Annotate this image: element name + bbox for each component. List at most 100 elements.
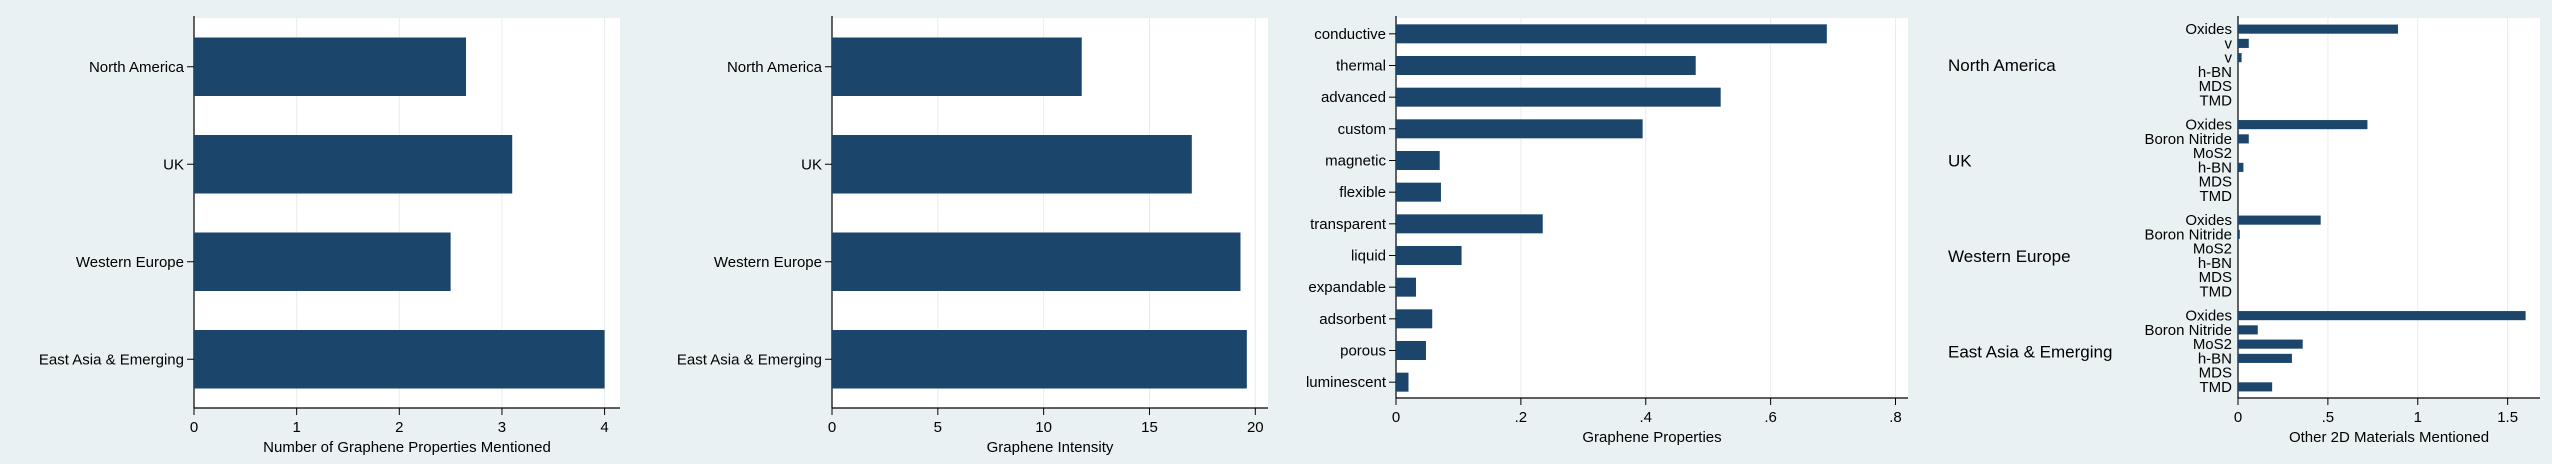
sub-category-label: v <box>2225 35 2233 52</box>
y-tick-label: UK <box>163 156 184 173</box>
y-tick-label: Western Europe <box>76 254 184 271</box>
sub-category-label: TMD <box>2200 188 2233 205</box>
bar <box>2238 311 2526 321</box>
bar <box>1396 119 1643 139</box>
bar <box>1396 372 1409 392</box>
bar <box>2238 53 2242 63</box>
y-tick-label: Western Europe <box>714 254 822 271</box>
group-label: North America <box>1948 56 2056 75</box>
y-tick-label: North America <box>89 59 185 76</box>
y-tick-label: expandable <box>1308 279 1386 296</box>
bar <box>1396 87 1721 107</box>
sub-category-label: v <box>2225 50 2233 67</box>
bar <box>194 37 467 96</box>
group-label: Western Europe <box>1948 247 2071 266</box>
x-axis-title: Other 2D Materials Mentioned <box>2289 429 2489 446</box>
bar <box>2238 229 2240 239</box>
bar <box>1396 151 1440 170</box>
bar <box>1396 341 1426 360</box>
sub-category-label: TMD <box>2200 92 2233 109</box>
bar <box>2238 134 2249 144</box>
group-label: East Asia & Emerging <box>1948 342 2112 361</box>
sub-category-label: Boron Nitride <box>2144 131 2232 148</box>
y-tick-label: East Asia & Emerging <box>677 351 822 368</box>
x-tick-label: 0 <box>1392 409 1400 426</box>
sub-category-label: MoS2 <box>2193 336 2232 353</box>
x-tick-label: .8 <box>1889 409 1902 426</box>
bar <box>2238 353 2292 363</box>
y-tick-label: custom <box>1338 121 1386 138</box>
y-tick-label: porous <box>1340 343 1386 360</box>
sub-category-label: MDS <box>2199 365 2232 382</box>
y-tick-label: conductive <box>1314 26 1386 43</box>
sub-category-label: MDS <box>2199 174 2232 191</box>
group-label: UK <box>1948 151 1972 170</box>
bar <box>1396 277 1416 297</box>
bar <box>1396 309 1433 329</box>
bar <box>2238 325 2258 335</box>
bar <box>832 232 1241 291</box>
x-axis-title: Number of Graphene Properties Mentioned <box>263 439 551 456</box>
y-tick-label: transparent <box>1310 216 1387 233</box>
sub-category-label: TMD <box>2200 283 2233 300</box>
y-tick-label: magnetic <box>1325 153 1386 170</box>
sub-category-label: Oxides <box>2185 308 2232 325</box>
sub-category-label: Oxides <box>2185 21 2232 38</box>
x-tick-label: 15 <box>1141 419 1158 436</box>
bar <box>1396 214 1543 234</box>
y-tick-label: thermal <box>1336 58 1386 75</box>
y-tick-label: North America <box>727 59 823 76</box>
x-tick-label: 5 <box>934 419 942 436</box>
y-tick-label: adsorbent <box>1319 311 1387 328</box>
x-tick-label: 2 <box>395 419 403 436</box>
y-tick-label: UK <box>801 156 822 173</box>
bar <box>1396 246 1462 265</box>
bar <box>2238 38 2249 48</box>
sub-category-label: h-BN <box>2198 159 2232 176</box>
sub-category-label: MDS <box>2199 269 2232 286</box>
x-tick-label: .5 <box>2322 409 2335 426</box>
x-tick-label: 3 <box>498 419 506 436</box>
x-tick-label: 4 <box>600 419 608 436</box>
bar <box>194 330 605 389</box>
bar <box>1396 24 1827 44</box>
bar <box>2238 120 2368 130</box>
sub-category-label: Boron Nitride <box>2144 322 2232 339</box>
x-tick-label: .2 <box>1515 409 1528 426</box>
x-tick-label: .4 <box>1639 409 1652 426</box>
chart-panel-3: 0 .2 .4 .6 .8 Graphene Properties conductive th… <box>1306 16 1908 446</box>
x-tick-label: .6 <box>1764 409 1777 426</box>
x-axis-title: Graphene Intensity <box>987 439 1114 456</box>
chart-panel-4: 0 .5 1 1.5 Other 2D Materials Mentioned Oxide… <box>1948 16 2540 446</box>
bar <box>1396 56 1696 75</box>
bar <box>194 135 513 194</box>
y-tick-label: East Asia & Emerging <box>39 351 184 368</box>
bar <box>2238 339 2303 349</box>
x-tick-label: 20 <box>1247 419 1264 436</box>
sub-category-label: Boron Nitride <box>2144 226 2232 243</box>
sub-category-label: MoS2 <box>2193 145 2232 162</box>
chart-panel-1: 0 1 2 3 4 Number of Graphene Properties Menti… <box>39 16 620 456</box>
bar <box>832 37 1082 96</box>
plot-area <box>1396 18 1908 398</box>
sub-category-label: MoS2 <box>2193 241 2232 258</box>
x-tick-label: 0 <box>190 419 198 436</box>
x-tick-label: 1 <box>292 419 300 436</box>
x-tick-label: 0 <box>2234 409 2242 426</box>
bar <box>194 232 451 291</box>
y-tick-label: advanced <box>1321 89 1386 106</box>
sub-category-label: h-BN <box>2198 350 2232 367</box>
y-tick-label: luminescent <box>1306 374 1387 391</box>
plot-area <box>2238 18 2540 398</box>
x-axis-title: Graphene Properties <box>1582 429 1721 446</box>
bar <box>2238 382 2273 392</box>
bar <box>2238 24 2398 34</box>
chart-panel-2: 0 5 10 15 20 Graphene Intensity North America U… <box>677 16 1268 456</box>
y-tick-label: flexible <box>1339 184 1386 201</box>
x-tick-label: 1 <box>2414 409 2422 426</box>
bar <box>2238 162 2244 172</box>
bar <box>2238 215 2321 225</box>
bar <box>1396 182 1441 202</box>
sub-category-label: h-BN <box>2198 64 2232 81</box>
